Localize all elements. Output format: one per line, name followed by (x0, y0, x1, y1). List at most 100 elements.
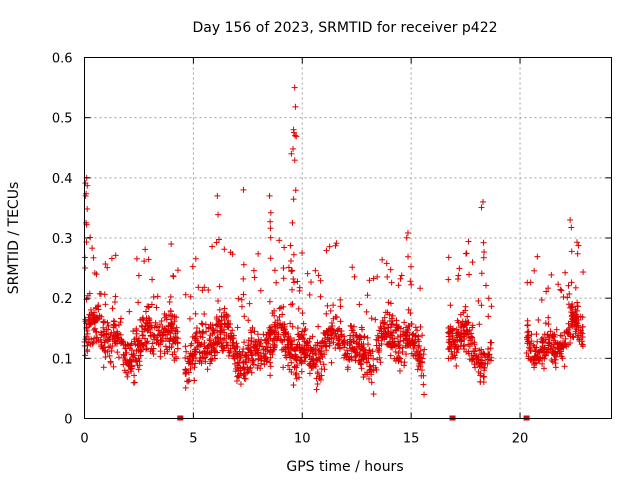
y-tick-label: 0.2 (52, 292, 73, 307)
data-point (415, 338, 422, 345)
data-point (405, 306, 412, 313)
data-point (156, 331, 163, 338)
data-point (164, 348, 171, 355)
data-point (337, 318, 344, 325)
data-point (406, 323, 413, 330)
data-point (255, 336, 262, 343)
data-point (567, 216, 574, 223)
data-point (335, 337, 342, 344)
data-point (398, 358, 405, 365)
data-point (480, 373, 487, 380)
data-point (167, 329, 174, 336)
data-point (313, 351, 320, 358)
data-point (393, 321, 400, 328)
data-point (157, 341, 164, 348)
x-tick-label: 5 (189, 432, 197, 447)
data-point (182, 343, 189, 350)
data-point (204, 366, 211, 373)
data-point (396, 341, 403, 348)
data-point (299, 310, 306, 317)
data-point (297, 354, 304, 361)
data-point (112, 252, 119, 259)
data-point (185, 369, 192, 376)
data-point (294, 278, 301, 285)
data-point (90, 339, 97, 346)
data-point (305, 346, 312, 353)
data-point (245, 345, 252, 352)
data-point (316, 373, 323, 380)
data-point (183, 348, 190, 355)
data-point (251, 274, 258, 281)
data-point (290, 354, 297, 361)
data-point (293, 370, 300, 377)
data-point (249, 351, 256, 358)
data-point (358, 324, 365, 331)
data-point (337, 331, 344, 338)
data-point (480, 239, 487, 246)
data-point (397, 325, 404, 332)
data-point (174, 335, 181, 342)
data-point (462, 303, 469, 310)
data-point (105, 322, 112, 329)
data-point (128, 362, 135, 369)
data-point (314, 380, 321, 387)
data-point (182, 370, 189, 377)
data-point (346, 336, 353, 343)
data-point (323, 247, 330, 254)
data-point (159, 324, 166, 331)
data-point (281, 244, 288, 251)
data-point (261, 361, 268, 368)
y-tick-label: 0.6 (52, 52, 73, 67)
data-point (483, 282, 490, 289)
data-point (221, 246, 228, 253)
data-point (257, 287, 264, 294)
data-point (240, 275, 247, 282)
data-point (574, 250, 581, 257)
data-point (201, 310, 208, 317)
data-point (131, 352, 138, 359)
data-point (552, 364, 559, 371)
data-point (295, 305, 302, 312)
data-point (235, 367, 242, 374)
data-point (157, 353, 164, 360)
data-point (140, 343, 147, 350)
data-point (350, 329, 357, 336)
data-point (396, 367, 403, 374)
data-point (234, 344, 241, 351)
data-point (368, 368, 375, 375)
data-point (478, 270, 485, 277)
data-point (97, 329, 104, 336)
data-point (141, 335, 148, 342)
data-point (212, 355, 219, 362)
data-point (267, 225, 274, 232)
data-point (92, 304, 99, 311)
data-point (327, 307, 334, 314)
data-point (162, 343, 169, 350)
data-point (557, 286, 564, 293)
data-point (276, 237, 283, 244)
data-point (407, 310, 414, 317)
data-point (409, 331, 416, 338)
data-point (281, 321, 288, 328)
data-point (288, 301, 295, 308)
data-point (163, 312, 170, 319)
data-point (100, 364, 107, 371)
data-point (195, 339, 202, 346)
data-point (387, 352, 394, 359)
y-tick-label: 0 (64, 413, 72, 428)
x-tick-label: 15 (403, 432, 420, 447)
data-point (300, 320, 307, 327)
data-point (420, 381, 427, 388)
data-point (385, 299, 392, 306)
data-point (360, 346, 367, 353)
data-point (271, 342, 278, 349)
data-point (351, 273, 358, 280)
data-point (350, 347, 357, 354)
data-point (213, 341, 220, 348)
data-point (280, 364, 287, 371)
data-point (261, 353, 268, 360)
data-point (142, 308, 149, 315)
data-point (395, 350, 402, 357)
data-point (150, 293, 157, 300)
data-point (182, 354, 189, 361)
